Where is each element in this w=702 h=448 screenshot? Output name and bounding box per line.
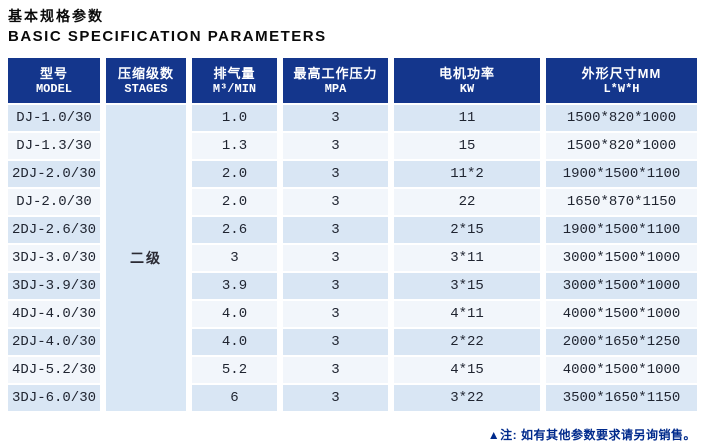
- cell-displacement: 2.0: [192, 189, 277, 215]
- cell-pressure: 3: [283, 189, 388, 215]
- cell-power: 3*15: [394, 273, 540, 299]
- cell-displacement: 3.9: [192, 273, 277, 299]
- cell-dimensions: 1900*1500*1100: [546, 217, 697, 243]
- col-header-model-zh: 型号: [39, 65, 68, 81]
- cell-power: 2*15: [394, 217, 540, 243]
- cell-displacement: 5.2: [192, 357, 277, 383]
- cell-dimensions: 1900*1500*1100: [546, 161, 697, 187]
- cell-power: 3*22: [394, 385, 540, 411]
- cell-dimensions: 3000*1500*1000: [546, 245, 697, 271]
- cell-power: 2*22: [394, 329, 540, 355]
- cell-model: 4DJ-4.0/30: [8, 301, 100, 327]
- cell-displacement: 4.0: [192, 301, 277, 327]
- col-header-model-en: MODEL: [35, 81, 72, 96]
- col-header-power-en: KW: [459, 81, 475, 96]
- cell-model: 2DJ-4.0/30: [8, 329, 100, 355]
- cell-pressure: 3: [283, 133, 388, 159]
- col-header-displacement-en: M³/MIN: [212, 81, 257, 96]
- cell-power: 11*2: [394, 161, 540, 187]
- cell-pressure: 3: [283, 217, 388, 243]
- col-header-model: 型号 MODEL: [8, 58, 100, 103]
- cell-displacement: 1.0: [192, 105, 277, 131]
- footnote: ▲注: 如有其他参数要求请另询销售。: [487, 428, 696, 442]
- col-header-pressure-zh: 最高工作压力: [293, 65, 378, 81]
- cell-pressure: 3: [283, 385, 388, 411]
- title-block: 基本规格参数 BASIC SPECIFICATION PARAMETERS: [0, 0, 702, 47]
- cell-dimensions: 1500*820*1000: [546, 105, 697, 131]
- cell-pressure: 3: [283, 161, 388, 187]
- cell-model: 3DJ-6.0/30: [8, 385, 100, 411]
- col-header-power: 电机功率 KW: [394, 58, 540, 103]
- cell-displacement: 4.0: [192, 329, 277, 355]
- cell-power: 22: [394, 189, 540, 215]
- cell-pressure: 3: [283, 273, 388, 299]
- col-header-dimensions-en: L*W*H: [603, 81, 640, 96]
- cell-pressure: 3: [283, 329, 388, 355]
- cell-pressure: 3: [283, 301, 388, 327]
- cell-dimensions: 3000*1500*1000: [546, 273, 697, 299]
- cell-displacement: 1.3: [192, 133, 277, 159]
- col-header-dimensions-zh: 外形尺寸MM: [581, 65, 662, 81]
- col-header-stages-en: STAGES: [124, 81, 168, 96]
- cell-displacement: 2.0: [192, 161, 277, 187]
- cell-dimensions: 1500*820*1000: [546, 133, 697, 159]
- cell-dimensions: 4000*1500*1000: [546, 357, 697, 383]
- cell-power: 4*15: [394, 357, 540, 383]
- cell-dimensions: 2000*1650*1250: [546, 329, 697, 355]
- col-header-pressure-en: MPA: [324, 81, 347, 96]
- cell-dimensions: 4000*1500*1000: [546, 301, 697, 327]
- cell-power: 3*11: [394, 245, 540, 271]
- cell-power: 11: [394, 105, 540, 131]
- cell-dimensions: 1650*870*1150: [546, 189, 697, 215]
- col-header-displacement: 排气量 M³/MIN: [192, 58, 277, 103]
- stages-merged-cell: 二级: [106, 105, 186, 411]
- cell-model: DJ-2.0/30: [8, 189, 100, 215]
- cell-dimensions: 3500*1650*1150: [546, 385, 697, 411]
- cell-displacement: 6: [192, 385, 277, 411]
- cell-pressure: 3: [283, 245, 388, 271]
- col-header-power-zh: 电机功率: [438, 65, 495, 81]
- cell-pressure: 3: [283, 105, 388, 131]
- col-header-stages: 压缩级数 STAGES: [106, 58, 186, 103]
- cell-displacement: 2.6: [192, 217, 277, 243]
- cell-pressure: 3: [283, 357, 388, 383]
- cell-power: 15: [394, 133, 540, 159]
- cell-model: 2DJ-2.6/30: [8, 217, 100, 243]
- col-header-stages-zh: 压缩级数: [117, 65, 174, 81]
- page-title-zh: 基本规格参数: [8, 8, 104, 24]
- col-header-pressure: 最高工作压力 MPA: [283, 58, 388, 103]
- cell-model: 3DJ-3.0/30: [8, 245, 100, 271]
- cell-model: DJ-1.0/30: [8, 105, 100, 131]
- cell-model: 4DJ-5.2/30: [8, 357, 100, 383]
- spec-table: 型号 MODEL 压缩级数 STAGES 排气量 M³/MIN 最高工作压力 M…: [8, 58, 697, 411]
- cell-power: 4*11: [394, 301, 540, 327]
- cell-model: DJ-1.3/30: [8, 133, 100, 159]
- cell-displacement: 3: [192, 245, 277, 271]
- cell-model: 2DJ-2.0/30: [8, 161, 100, 187]
- col-header-displacement-zh: 排气量: [213, 65, 256, 81]
- cell-model: 3DJ-3.9/30: [8, 273, 100, 299]
- col-header-dimensions: 外形尺寸MM L*W*H: [546, 58, 697, 103]
- page-title-en: BASIC SPECIFICATION PARAMETERS: [8, 28, 327, 45]
